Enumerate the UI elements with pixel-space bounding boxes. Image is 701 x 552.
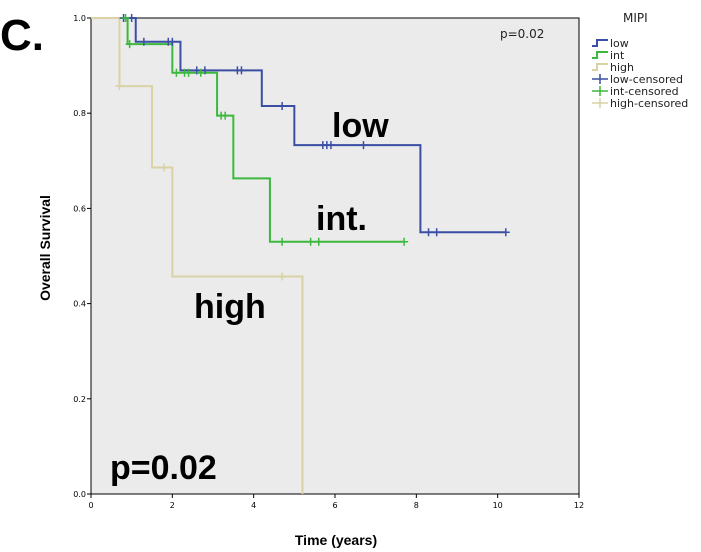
y-tick-label: 1.0 [73, 14, 86, 23]
legend-entry-low: low [610, 37, 629, 50]
legend-swatch-high [592, 63, 608, 71]
p-value-inset: p=0.02 [500, 27, 544, 41]
censor-mark-low [200, 66, 209, 75]
panel-label: C. [0, 11, 44, 60]
censor-mark-low [359, 141, 368, 150]
censor-mark-low [278, 102, 287, 111]
legend-swatch-int [592, 51, 608, 59]
censor-mark-low [424, 228, 433, 237]
censor-mark-low [192, 66, 201, 75]
series-line-low [91, 17, 506, 234]
censor-mark-low [139, 37, 148, 46]
axis-ticks [87, 17, 580, 498]
censor-mark-int [125, 40, 134, 49]
legend-entry-low-censored: low-censored [610, 73, 683, 86]
censor-mark-int [121, 14, 130, 22]
annotation-low: low [332, 107, 389, 145]
censor-marks-layer [115, 14, 510, 281]
legend-entry-high: high [610, 61, 634, 74]
censor-mark-low [168, 37, 177, 46]
censor-mark-int [196, 68, 205, 77]
censor-mark-int [172, 68, 181, 77]
legend-title: MIPI [623, 11, 648, 25]
p-value-large: p=0.02 [110, 449, 217, 487]
censor-mark-int [184, 68, 193, 77]
annotation-int: int. [316, 200, 367, 238]
annotation-high: high [194, 288, 266, 326]
censor-mark-int [221, 111, 230, 120]
legend-entry-int: int [610, 49, 625, 62]
y-tick-label: 0.4 [73, 300, 86, 309]
series-line-high [91, 17, 304, 494]
x-tick-label: 12 [574, 501, 584, 510]
censor-mark-low [432, 228, 441, 237]
censor-mark-high [160, 163, 169, 172]
censor-mark-low [501, 228, 510, 237]
legend-entry-high-censored: high-censored [610, 97, 688, 110]
y-tick-label: 0.0 [73, 490, 86, 499]
censor-mark-low [237, 66, 246, 75]
series-line-int [91, 17, 405, 243]
censor-mark-int [278, 237, 287, 246]
x-axis-title: Time (years) [295, 532, 377, 548]
y-tick-label: 0.6 [73, 204, 86, 213]
censor-mark-low [326, 141, 335, 150]
legend-entry-int-censored: int-censored [610, 85, 679, 98]
censor-mark-int [306, 237, 315, 246]
y-tick-label: 0.8 [73, 109, 86, 118]
x-tick-label: 6 [332, 501, 337, 510]
censor-mark-int [314, 237, 323, 246]
y-tick-label: 0.2 [73, 395, 86, 404]
legend-swatch-high-censored [592, 98, 608, 108]
x-tick-label: 4 [251, 501, 256, 510]
x-tick-label: 2 [170, 501, 175, 510]
censor-mark-high [115, 82, 124, 91]
censor-mark-int [400, 237, 409, 246]
legend-swatch-int-censored [592, 86, 608, 96]
y-axis-title: Overall Survival [37, 195, 53, 301]
series-layer [91, 17, 506, 494]
x-tick-label: 0 [88, 501, 93, 510]
legend: MIPI lowinthighlow-censoredint-censoredh… [592, 11, 688, 110]
plot-area [90, 17, 580, 495]
legend-swatch-low-censored [592, 74, 608, 84]
censor-mark-high [278, 272, 287, 281]
x-tick-label: 10 [493, 501, 503, 510]
legend-swatch-low [592, 39, 608, 47]
axis-tick-labels: 0 2 4 6 8 10 12 0.0 0.2 0.4 0.6 0.8 1.0 [73, 14, 584, 510]
x-tick-label: 8 [414, 501, 419, 510]
